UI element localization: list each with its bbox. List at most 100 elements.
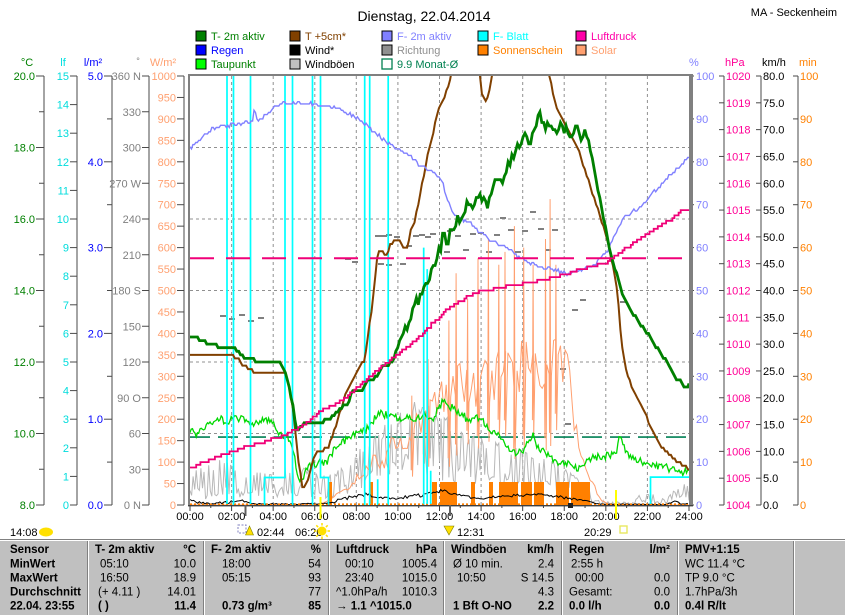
svg-text:12:31: 12:31 <box>457 527 485 539</box>
svg-text:80.0: 80.0 <box>763 71 784 83</box>
svg-text:0.0: 0.0 <box>654 587 670 599</box>
svg-text:9: 9 <box>63 243 69 255</box>
svg-text:70.0: 70.0 <box>763 125 784 137</box>
svg-text:lf: lf <box>60 57 66 69</box>
svg-text:850: 850 <box>158 135 176 147</box>
svg-text:1004: 1004 <box>726 500 750 512</box>
svg-text:240: 240 <box>123 214 141 226</box>
svg-text:350: 350 <box>158 350 176 362</box>
svg-text:1017: 1017 <box>726 151 750 163</box>
svg-text:Windböen: Windböen <box>305 59 355 71</box>
svg-text:120: 120 <box>123 357 141 369</box>
svg-text:0.0: 0.0 <box>88 500 103 512</box>
svg-text:250: 250 <box>158 393 176 405</box>
svg-text:Regen: Regen <box>569 544 604 556</box>
svg-text:18:00: 18:00 <box>222 559 251 571</box>
svg-text:750: 750 <box>158 178 176 190</box>
svg-text:22:00: 22:00 <box>634 511 662 523</box>
svg-text:T- 2m aktiv: T- 2m aktiv <box>95 544 155 556</box>
svg-text:700: 700 <box>158 200 176 212</box>
svg-text:(+ 4.11 ): (+ 4.11 ) <box>98 587 140 599</box>
svg-text:05:10: 05:10 <box>100 559 129 571</box>
svg-text:210: 210 <box>123 250 141 262</box>
svg-text:1020: 1020 <box>726 71 750 83</box>
svg-text:15.0: 15.0 <box>763 420 784 432</box>
svg-text:1005: 1005 <box>726 473 750 485</box>
svg-text:2.0: 2.0 <box>88 328 103 340</box>
svg-text:%: % <box>311 544 321 556</box>
svg-text:min: min <box>799 57 817 69</box>
svg-text:10.0: 10.0 <box>14 429 35 441</box>
svg-text:10.0: 10.0 <box>174 559 196 571</box>
svg-text:600: 600 <box>158 243 176 255</box>
svg-text:0: 0 <box>63 500 69 512</box>
svg-text:( ): ( ) <box>98 601 109 613</box>
svg-text:2:55 h: 2:55 h <box>571 559 603 571</box>
svg-text:°C: °C <box>183 544 196 556</box>
svg-text:20:00: 20:00 <box>592 511 620 523</box>
svg-text:9.9 Monat-Ø: 9.9 Monat-Ø <box>397 59 459 71</box>
svg-text:00:10: 00:10 <box>345 559 374 571</box>
svg-text:93: 93 <box>308 573 321 585</box>
svg-text:S 14.5: S 14.5 <box>521 573 554 585</box>
svg-text:1019: 1019 <box>726 98 750 110</box>
svg-text:1009: 1009 <box>726 366 750 378</box>
svg-text:%: % <box>689 57 699 69</box>
svg-text:1010: 1010 <box>726 339 750 351</box>
svg-text:30: 30 <box>696 371 708 383</box>
svg-text:00:00: 00:00 <box>575 573 604 585</box>
svg-text:0: 0 <box>170 500 176 512</box>
svg-text:16.0: 16.0 <box>14 214 35 226</box>
svg-text:Luftdruck: Luftdruck <box>336 544 390 556</box>
svg-text:60: 60 <box>800 243 812 255</box>
svg-text:20.0: 20.0 <box>763 393 784 405</box>
svg-text:30: 30 <box>800 371 812 383</box>
svg-text:16:00: 16:00 <box>509 511 537 523</box>
svg-text:14.0: 14.0 <box>14 286 35 298</box>
svg-text:05:15: 05:15 <box>222 573 251 585</box>
svg-text:1014: 1014 <box>726 232 750 244</box>
svg-text:0.0 l/h: 0.0 l/h <box>569 601 602 613</box>
svg-text:300: 300 <box>123 143 141 155</box>
svg-text:F- Blatt: F- Blatt <box>493 31 528 43</box>
svg-text:02:00: 02:00 <box>218 511 246 523</box>
svg-text:400: 400 <box>158 328 176 340</box>
svg-text:12:00: 12:00 <box>426 511 454 523</box>
svg-text:T +5cm*: T +5cm* <box>305 31 347 43</box>
svg-text:Taupunkt: Taupunkt <box>211 59 256 71</box>
svg-text:0.0: 0.0 <box>654 573 670 585</box>
svg-text:Solar: Solar <box>591 45 617 57</box>
svg-text:T- 2m aktiv: T- 2m aktiv <box>211 31 265 43</box>
svg-text:40: 40 <box>800 328 812 340</box>
svg-text:l/m²: l/m² <box>84 57 103 69</box>
svg-text:2.2: 2.2 <box>538 601 554 613</box>
svg-text:Ø 10 min.: Ø 10 min. <box>453 559 503 571</box>
svg-text:0.0: 0.0 <box>654 601 670 613</box>
svg-text:12: 12 <box>57 157 69 169</box>
svg-text:4.0: 4.0 <box>88 157 103 169</box>
svg-text:50: 50 <box>696 286 708 298</box>
svg-text:16:50: 16:50 <box>100 573 129 585</box>
svg-text:l/m²: l/m² <box>650 544 671 556</box>
svg-text:50: 50 <box>800 286 812 298</box>
svg-text:2.4: 2.4 <box>538 559 555 571</box>
svg-text:25.0: 25.0 <box>763 366 784 378</box>
svg-text:8.0: 8.0 <box>20 500 35 512</box>
svg-text:90 O: 90 O <box>117 393 141 405</box>
svg-text:1: 1 <box>63 471 69 483</box>
svg-text:PMV+1:15: PMV+1:15 <box>685 544 740 556</box>
svg-text:5.0: 5.0 <box>763 473 778 485</box>
svg-text:7: 7 <box>63 300 69 312</box>
svg-text:3: 3 <box>63 414 69 426</box>
svg-text:40: 40 <box>696 328 708 340</box>
svg-text:1015: 1015 <box>726 205 750 217</box>
svg-text:°C: °C <box>21 57 33 69</box>
svg-text:5: 5 <box>63 357 69 369</box>
svg-text:14:08: 14:08 <box>10 527 38 539</box>
svg-text:80: 80 <box>800 157 812 169</box>
svg-text:4.3: 4.3 <box>538 587 554 599</box>
svg-text:10:50: 10:50 <box>457 573 486 585</box>
svg-text:0.0: 0.0 <box>763 500 778 512</box>
svg-text:Gesamt:: Gesamt: <box>569 587 612 599</box>
svg-text:10: 10 <box>696 457 708 469</box>
